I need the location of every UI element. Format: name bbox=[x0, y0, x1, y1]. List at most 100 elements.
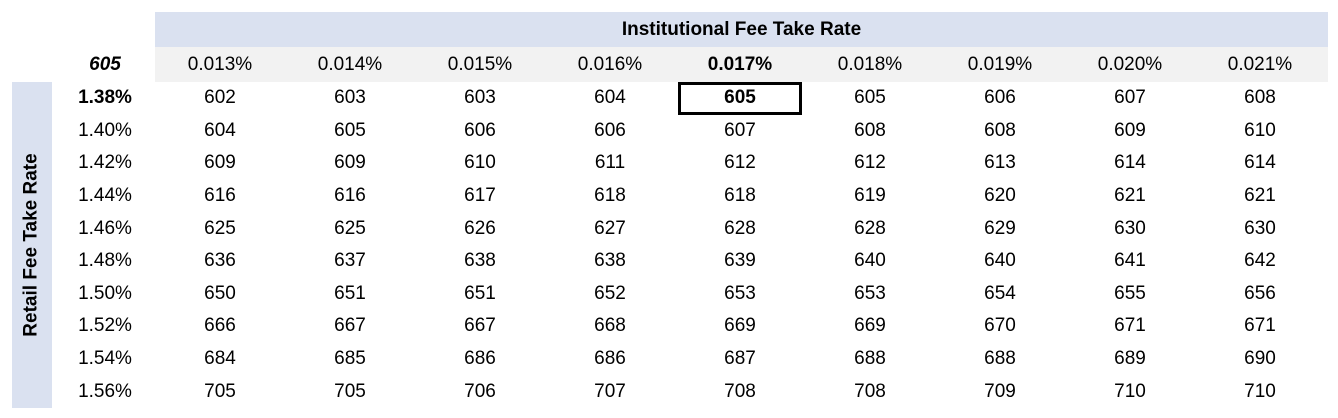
cell: 606 bbox=[464, 119, 496, 141]
selected-cell: 605 bbox=[678, 82, 802, 115]
cell: 685 bbox=[334, 348, 366, 370]
cell: 611 bbox=[594, 152, 626, 174]
row-header: 1.40% bbox=[78, 119, 132, 141]
cell: 607 bbox=[1114, 87, 1146, 109]
column-header: 0.019% bbox=[967, 53, 1033, 75]
cell: 688 bbox=[984, 348, 1016, 370]
cell: 651 bbox=[464, 282, 496, 304]
column-header: 0.015% bbox=[447, 53, 513, 75]
cell: 628 bbox=[854, 217, 886, 239]
cell: 653 bbox=[724, 282, 756, 304]
cell: 605 bbox=[334, 119, 366, 141]
cell: 641 bbox=[1114, 250, 1146, 272]
cell: 705 bbox=[334, 380, 366, 402]
cell: 610 bbox=[464, 152, 496, 174]
cell: 621 bbox=[1114, 185, 1146, 207]
cell: 688 bbox=[854, 348, 886, 370]
cell: 627 bbox=[594, 217, 626, 239]
cell: 689 bbox=[1114, 348, 1146, 370]
column-header: 0.016% bbox=[577, 53, 643, 75]
cell: 638 bbox=[594, 250, 626, 272]
cell: 710 bbox=[1114, 380, 1146, 402]
cell: 708 bbox=[724, 380, 756, 402]
cell: 608 bbox=[854, 119, 886, 141]
cell: 709 bbox=[984, 380, 1016, 402]
row-header: 1.46% bbox=[78, 217, 132, 239]
cell: 642 bbox=[1244, 250, 1276, 272]
cell: 630 bbox=[1114, 217, 1146, 239]
cell: 608 bbox=[984, 119, 1016, 141]
cell: 608 bbox=[1244, 87, 1276, 109]
cell: 652 bbox=[594, 282, 626, 304]
column-header: 0.020% bbox=[1097, 53, 1163, 75]
cell: 710 bbox=[1244, 380, 1276, 402]
cell: 655 bbox=[1114, 282, 1146, 304]
column-header: 0.018% bbox=[837, 53, 903, 75]
cell: 616 bbox=[204, 185, 236, 207]
cell: 618 bbox=[594, 185, 626, 207]
cell: 603 bbox=[334, 87, 366, 109]
cell: 706 bbox=[464, 380, 496, 402]
cell: 707 bbox=[594, 380, 626, 402]
row-header: 1.38% bbox=[78, 87, 132, 109]
cell: 690 bbox=[1244, 348, 1276, 370]
cell: 625 bbox=[334, 217, 366, 239]
cell: 684 bbox=[204, 348, 236, 370]
cell: 636 bbox=[204, 250, 236, 272]
cell: 687 bbox=[724, 348, 756, 370]
cell: 612 bbox=[854, 152, 886, 174]
row-header: 1.44% bbox=[78, 185, 132, 207]
cell: 630 bbox=[1244, 217, 1276, 239]
cell: 609 bbox=[204, 152, 236, 174]
cell: 626 bbox=[464, 217, 496, 239]
cell: 669 bbox=[854, 315, 886, 337]
cell: 606 bbox=[984, 87, 1016, 109]
cell: 637 bbox=[334, 250, 366, 272]
cell: 618 bbox=[724, 185, 756, 207]
cell: 616 bbox=[334, 185, 366, 207]
cell: 708 bbox=[854, 380, 886, 402]
cell: 625 bbox=[204, 217, 236, 239]
cell: 604 bbox=[204, 119, 236, 141]
column-header: 0.017% bbox=[707, 53, 773, 75]
cell: 610 bbox=[1244, 119, 1276, 141]
row-header: 1.54% bbox=[78, 348, 132, 370]
cell: 609 bbox=[334, 152, 366, 174]
cell: 638 bbox=[464, 250, 496, 272]
cell: 671 bbox=[1244, 315, 1276, 337]
cell: 619 bbox=[854, 185, 886, 207]
cell: 666 bbox=[204, 315, 236, 337]
row-title: Retail Fee Take Rate bbox=[21, 153, 42, 337]
cell: 656 bbox=[1244, 282, 1276, 304]
cell: 670 bbox=[984, 315, 1016, 337]
cell: 603 bbox=[464, 87, 496, 109]
cell: 667 bbox=[464, 315, 496, 337]
cell: 614 bbox=[1244, 152, 1276, 174]
cell: 640 bbox=[984, 250, 1016, 272]
cell: 607 bbox=[724, 119, 756, 141]
column-header: 0.014% bbox=[317, 53, 383, 75]
row-header: 1.42% bbox=[78, 152, 132, 174]
cell: 686 bbox=[594, 348, 626, 370]
cell: 604 bbox=[594, 87, 626, 109]
cell: 621 bbox=[1244, 185, 1276, 207]
cell: 671 bbox=[1114, 315, 1146, 337]
cell: 617 bbox=[464, 185, 496, 207]
cell: 629 bbox=[984, 217, 1016, 239]
column-header: 0.021% bbox=[1227, 53, 1293, 75]
row-header: 1.52% bbox=[78, 315, 132, 337]
cell: 613 bbox=[984, 152, 1016, 174]
row-header: 1.50% bbox=[78, 282, 132, 304]
cell: 653 bbox=[854, 282, 886, 304]
cell: 667 bbox=[334, 315, 366, 337]
cell: 669 bbox=[724, 315, 756, 337]
cell: 668 bbox=[594, 315, 626, 337]
cell: 686 bbox=[464, 348, 496, 370]
corner-value: 605 bbox=[89, 53, 121, 75]
cell: 609 bbox=[1114, 119, 1146, 141]
row-header: 1.48% bbox=[78, 250, 132, 272]
cell: 639 bbox=[724, 250, 756, 272]
cell: 650 bbox=[204, 282, 236, 304]
cell: 612 bbox=[724, 152, 756, 174]
